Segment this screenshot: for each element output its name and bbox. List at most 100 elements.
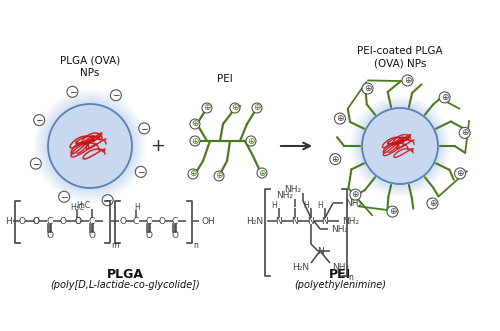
Text: ⊕: ⊕ (191, 136, 199, 146)
Text: H: H (5, 216, 12, 225)
Text: −: − (104, 196, 112, 205)
Circle shape (330, 154, 341, 165)
Circle shape (44, 100, 136, 192)
Circle shape (40, 96, 140, 196)
Text: H₂N: H₂N (292, 262, 309, 271)
Text: m: m (111, 241, 118, 250)
Circle shape (46, 103, 134, 189)
Circle shape (48, 104, 132, 188)
Text: NH₂: NH₂ (345, 199, 362, 208)
Text: O: O (158, 216, 166, 225)
Circle shape (42, 98, 138, 194)
Circle shape (58, 191, 70, 202)
Text: N: N (322, 216, 328, 225)
Circle shape (48, 104, 132, 188)
Text: ⊕: ⊕ (404, 76, 411, 85)
Text: C: C (47, 216, 53, 225)
Text: O: O (88, 231, 96, 241)
Text: O: O (74, 216, 82, 225)
Text: ⊕: ⊕ (258, 168, 266, 177)
Text: N: N (316, 247, 324, 256)
Circle shape (387, 206, 398, 217)
Text: (poly[D,L-lactide-co-glycolide]): (poly[D,L-lactide-co-glycolide]) (50, 280, 200, 290)
Text: ⊕: ⊕ (189, 169, 197, 178)
Circle shape (362, 83, 373, 94)
Text: H: H (303, 201, 309, 210)
Text: ⊕: ⊕ (364, 84, 372, 93)
Text: O: O (120, 216, 126, 225)
Text: ⊕: ⊕ (215, 171, 223, 180)
Text: n: n (193, 241, 198, 250)
Circle shape (138, 123, 149, 134)
Circle shape (358, 105, 442, 187)
Circle shape (351, 97, 449, 195)
Text: ⊕: ⊕ (247, 136, 255, 146)
Circle shape (354, 99, 446, 193)
Text: ⊕: ⊕ (461, 128, 468, 137)
Circle shape (36, 93, 144, 200)
Text: H₃C: H₃C (76, 201, 90, 210)
Text: ⊕: ⊕ (388, 207, 396, 216)
Text: H: H (134, 203, 140, 212)
Text: ⊕: ⊕ (231, 104, 239, 113)
Text: PLGA: PLGA (106, 268, 144, 281)
Circle shape (38, 94, 142, 198)
Circle shape (46, 102, 134, 191)
Text: N: N (308, 216, 314, 225)
Text: n: n (348, 273, 353, 282)
Text: ⊕: ⊕ (203, 104, 211, 113)
Text: ⊕: ⊕ (336, 114, 344, 123)
Circle shape (202, 103, 212, 113)
Circle shape (352, 98, 448, 194)
Text: O: O (32, 216, 40, 225)
Text: O: O (172, 231, 178, 241)
Text: H₃C: H₃C (70, 203, 84, 212)
Text: NH₂: NH₂ (284, 185, 301, 195)
Circle shape (67, 86, 78, 97)
Circle shape (454, 168, 466, 179)
Text: ⊕: ⊕ (352, 190, 359, 199)
Text: (polyethylenimine): (polyethylenimine) (294, 280, 386, 290)
Text: PEI-coated PLGA
(OVA) NPs: PEI-coated PLGA (OVA) NPs (357, 46, 443, 68)
Text: C: C (89, 216, 95, 225)
Circle shape (361, 107, 439, 185)
Text: −: − (68, 87, 76, 96)
Circle shape (358, 104, 442, 188)
Circle shape (110, 90, 122, 101)
Circle shape (188, 169, 198, 179)
Text: C: C (146, 216, 152, 225)
Text: H: H (271, 201, 277, 210)
Text: O: O (74, 216, 82, 225)
Circle shape (356, 102, 444, 191)
Text: +: + (150, 137, 166, 155)
Text: OH: OH (202, 216, 216, 225)
Circle shape (334, 113, 345, 124)
Text: −: − (140, 124, 148, 133)
Text: O: O (46, 230, 54, 240)
Circle shape (257, 168, 267, 178)
Circle shape (30, 158, 42, 169)
Circle shape (190, 119, 200, 129)
Text: N: N (292, 216, 298, 225)
Text: O: O (60, 216, 66, 225)
Text: ⊕: ⊕ (332, 155, 339, 164)
Text: −: − (60, 192, 68, 201)
Text: −: − (137, 167, 144, 176)
Circle shape (190, 136, 200, 146)
Text: −: − (36, 116, 43, 125)
Text: −: − (32, 159, 40, 168)
Text: O: O (18, 216, 26, 225)
Circle shape (102, 195, 113, 206)
Text: N: N (276, 216, 282, 225)
Circle shape (214, 171, 224, 181)
Text: NH₂: NH₂ (342, 216, 359, 225)
Circle shape (360, 106, 440, 186)
Circle shape (350, 189, 361, 200)
Circle shape (356, 103, 444, 189)
Text: PLGA (OVA)
NPs: PLGA (OVA) NPs (60, 56, 120, 78)
Text: O: O (146, 231, 152, 241)
Circle shape (36, 91, 144, 201)
Circle shape (362, 108, 438, 184)
Text: ⊕: ⊕ (428, 199, 436, 208)
Text: PEI: PEI (329, 268, 351, 281)
